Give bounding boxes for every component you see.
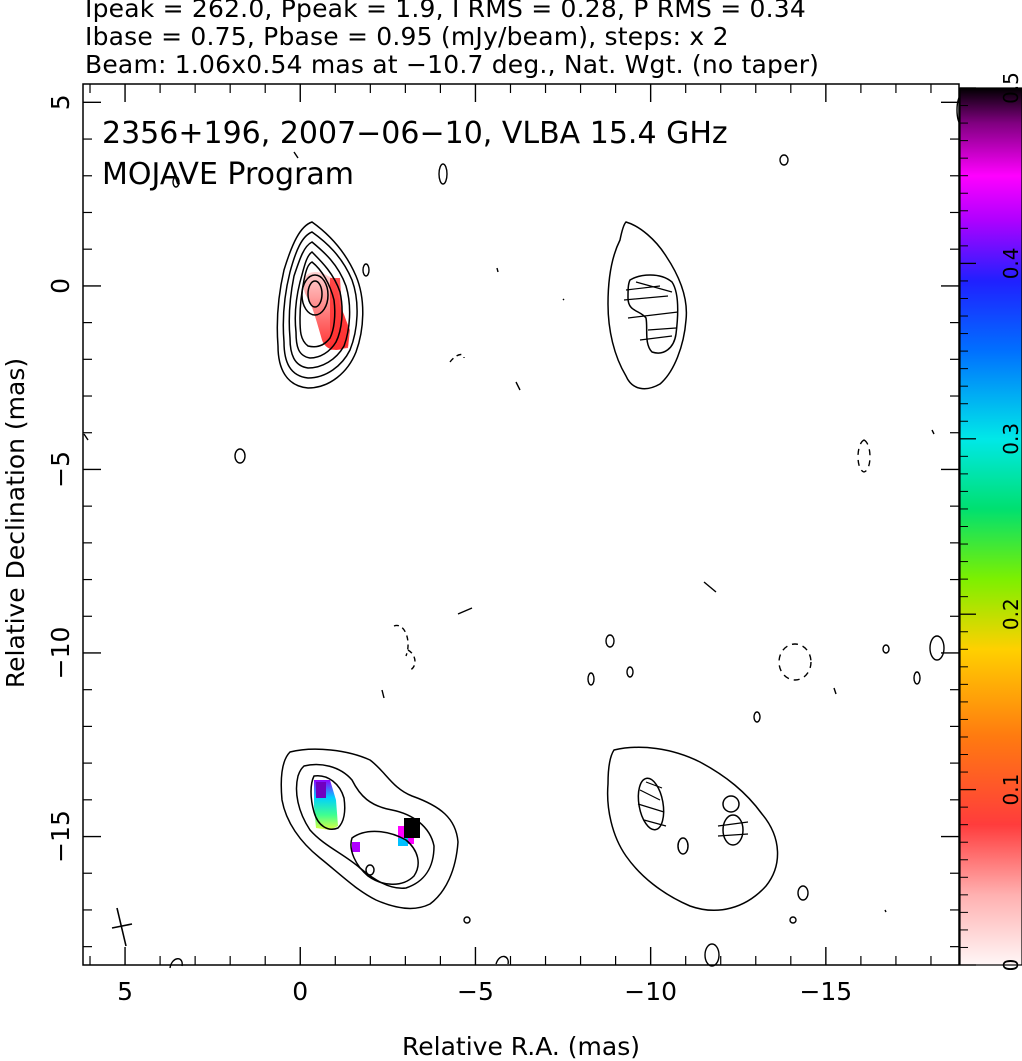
x-tick-label: −5 <box>457 977 494 1006</box>
plot-title: 2356+196, 2007−06−10, VLBA 15.4 GHz <box>102 116 728 151</box>
x-tick-label: −10 <box>624 977 677 1006</box>
colorbar-tick-label: 0.1 <box>999 774 1022 806</box>
colorbar-ticks: 0 0.1 0.2 0.3 0.4 0.5 <box>960 72 1022 971</box>
colorbar-tick-label: 0.3 <box>999 423 1022 455</box>
x-axis-ticks: 5 0 −5 −10 −15 <box>89 84 932 1006</box>
jet-polarization-spot-5 <box>398 838 408 846</box>
y-tick-label: −5 <box>46 451 75 488</box>
x-tick-label: 0 <box>292 977 308 1006</box>
x-tick-label: 5 <box>117 977 133 1006</box>
lower-left-contours <box>280 748 459 910</box>
lower-right-contours <box>606 746 779 911</box>
header-line-1: Ipeak = 262.0, Ppeak = 1.9, I RMS = 0.28… <box>85 0 807 23</box>
header-line-2: Ibase = 0.75, Pbase = 0.95 (mJy/beam), s… <box>85 22 729 51</box>
y-tick-label: −10 <box>46 627 75 680</box>
y-tick-label: 0 <box>46 278 75 294</box>
plot-subtitle: MOJAVE Program <box>102 157 354 192</box>
jet-polarization-spot-2 <box>352 842 360 852</box>
colorbar-tick-label: 0.5 <box>999 72 1022 104</box>
core-polarization-bright <box>330 278 350 350</box>
x-tick-label: −15 <box>799 977 852 1006</box>
jet-polarization-spot <box>316 782 326 798</box>
colorbar <box>960 88 1022 965</box>
upper-right-contours <box>607 221 688 390</box>
y-tick-label: −15 <box>46 810 75 863</box>
beam-marker <box>111 907 133 947</box>
y-tick-label: 5 <box>46 94 75 110</box>
y-axis-ticks: 5 0 −5 −10 −15 <box>46 94 959 948</box>
colorbar-tick-label: 0 <box>999 959 1022 972</box>
y-axis-label: Relative Declination (mas) <box>1 358 30 688</box>
jet-polarization-spot-4 <box>404 818 420 838</box>
core-contours <box>276 221 364 389</box>
plot-frame <box>82 83 960 966</box>
x-axis-label: Relative R.A. (mas) <box>402 1032 640 1061</box>
colorbar-tick-label: 0.4 <box>999 247 1022 279</box>
colorbar-tick-label: 0.2 <box>999 598 1022 630</box>
noise-contours <box>83 95 966 969</box>
header-line-3: Beam: 1.06x0.54 mas at −10.7 deg., Nat. … <box>85 50 820 79</box>
